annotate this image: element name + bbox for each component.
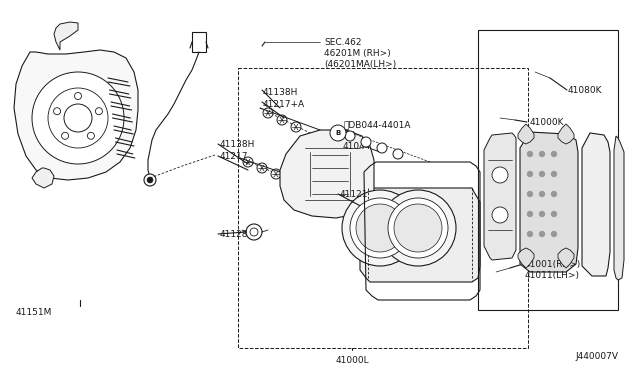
Circle shape (246, 224, 262, 240)
Circle shape (342, 190, 418, 266)
Text: 41080K: 41080K (568, 86, 602, 95)
Text: 41000L: 41000L (335, 356, 369, 365)
Circle shape (527, 231, 532, 237)
Polygon shape (520, 132, 578, 272)
Bar (192, 32, 206, 52)
Circle shape (393, 149, 403, 159)
Circle shape (88, 132, 95, 139)
Circle shape (540, 151, 545, 157)
Circle shape (540, 192, 545, 196)
Circle shape (144, 174, 156, 186)
Polygon shape (614, 136, 624, 280)
Circle shape (61, 132, 68, 139)
Text: 41217: 41217 (220, 152, 248, 161)
Circle shape (552, 212, 557, 217)
Text: J440007V: J440007V (575, 352, 618, 361)
Circle shape (263, 108, 273, 118)
Polygon shape (484, 133, 516, 260)
Text: ⒹDB044-4401A
(4)
41044: ⒹDB044-4401A (4) 41044 (343, 120, 410, 151)
Circle shape (48, 88, 108, 148)
Circle shape (552, 192, 557, 196)
Text: 41128: 41128 (220, 230, 248, 239)
Circle shape (527, 192, 532, 196)
Polygon shape (54, 22, 78, 50)
Circle shape (380, 190, 456, 266)
Circle shape (540, 231, 545, 237)
Bar (478, 30, 618, 310)
Circle shape (527, 212, 532, 217)
Circle shape (32, 72, 124, 164)
Circle shape (350, 198, 410, 258)
Polygon shape (14, 50, 138, 180)
Circle shape (388, 198, 448, 258)
Polygon shape (558, 124, 574, 144)
Text: SEC.462
46201M (RH>)
(46201MA(LH>): SEC.462 46201M (RH>) (46201MA(LH>) (324, 38, 396, 69)
Text: 41217+A: 41217+A (263, 100, 305, 109)
Circle shape (540, 171, 545, 176)
Bar (238, 68, 528, 348)
Circle shape (64, 104, 92, 132)
Circle shape (345, 131, 355, 141)
Circle shape (377, 143, 387, 153)
Polygon shape (360, 186, 480, 282)
Text: B: B (335, 130, 340, 136)
Polygon shape (582, 133, 610, 276)
Circle shape (291, 122, 301, 132)
Circle shape (492, 167, 508, 183)
Circle shape (527, 171, 532, 176)
Circle shape (540, 212, 545, 217)
Circle shape (361, 137, 371, 147)
Circle shape (552, 171, 557, 176)
Text: 41138H: 41138H (220, 140, 255, 149)
Circle shape (552, 151, 557, 157)
Text: 41151M: 41151M (16, 308, 52, 317)
Circle shape (147, 177, 153, 183)
Circle shape (394, 204, 442, 252)
Circle shape (552, 231, 557, 237)
Polygon shape (518, 248, 534, 268)
Circle shape (257, 163, 267, 173)
Circle shape (492, 207, 508, 223)
Polygon shape (280, 130, 374, 218)
Polygon shape (518, 124, 534, 144)
Text: 41121: 41121 (340, 190, 369, 199)
Text: 41001(RH>)
41011(LH>): 41001(RH>) 41011(LH>) (525, 260, 581, 280)
Circle shape (277, 115, 287, 125)
Polygon shape (558, 248, 574, 268)
Circle shape (330, 125, 346, 141)
Circle shape (527, 151, 532, 157)
Circle shape (271, 169, 281, 179)
Circle shape (95, 108, 102, 115)
Circle shape (250, 228, 258, 236)
Text: 41138H: 41138H (263, 88, 298, 97)
Circle shape (54, 108, 61, 115)
Circle shape (356, 204, 404, 252)
Circle shape (243, 157, 253, 167)
Text: 41000K: 41000K (530, 118, 564, 127)
Polygon shape (32, 168, 54, 188)
Circle shape (74, 93, 81, 99)
